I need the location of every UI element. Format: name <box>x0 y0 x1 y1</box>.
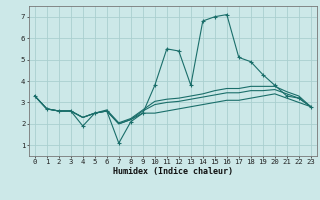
X-axis label: Humidex (Indice chaleur): Humidex (Indice chaleur) <box>113 167 233 176</box>
